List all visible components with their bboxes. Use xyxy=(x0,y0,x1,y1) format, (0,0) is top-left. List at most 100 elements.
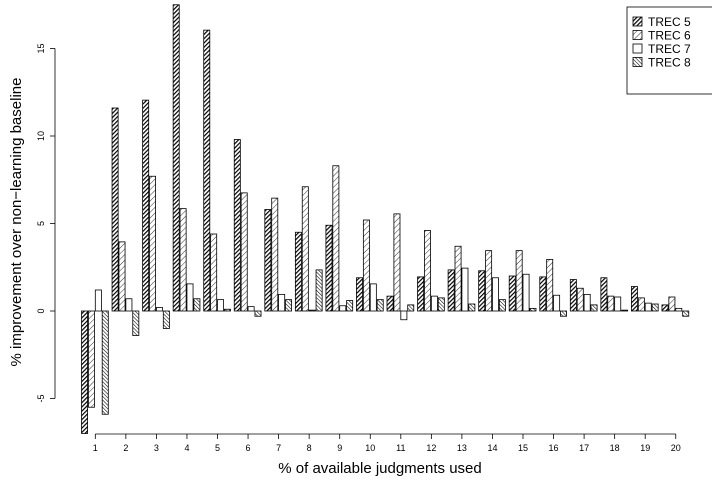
legend-swatch-trec-7 xyxy=(632,43,643,54)
bar-trec-8-11 xyxy=(407,304,415,312)
x-tick-label: 12 xyxy=(426,443,436,453)
x-tick-label: 18 xyxy=(610,443,620,453)
bar-trec-7-7 xyxy=(278,293,286,312)
bar-trec-7-3 xyxy=(155,307,163,312)
bar-trec-7-13 xyxy=(461,267,469,312)
legend-swatch-trec-6 xyxy=(632,30,643,40)
bar-trec-5-12 xyxy=(417,276,425,312)
bar-trec-8-6 xyxy=(254,310,262,317)
y-tick-label: 0 xyxy=(36,308,46,313)
legend-swatch-trec-8 xyxy=(632,57,643,67)
bar-trec-6-13 xyxy=(454,245,462,312)
bar-trec-7-16 xyxy=(553,294,561,312)
bar-trec-6-5 xyxy=(210,233,218,312)
bar-trec-8-18 xyxy=(621,309,629,312)
x-tick-label: 9 xyxy=(337,443,342,453)
legend-label: TREC 7 xyxy=(648,42,691,56)
bar-trec-5-13 xyxy=(447,269,455,312)
bar-trec-5-16 xyxy=(539,276,547,312)
bar-trec-6-4 xyxy=(179,208,187,312)
bar-trec-8-12 xyxy=(437,297,445,312)
legend-label: TREC 5 xyxy=(648,15,691,29)
x-tick-label: 5 xyxy=(215,443,220,453)
bar-trec-6-3 xyxy=(149,175,156,312)
bar-trec-6-20 xyxy=(668,296,676,312)
bar-trec-6-8 xyxy=(301,186,309,312)
bar-trec-6-2 xyxy=(118,241,126,312)
bar-trec-6-9 xyxy=(332,165,340,312)
x-tick-label: 15 xyxy=(518,443,528,453)
bar-trec-8-16 xyxy=(560,310,567,317)
bar-trec-8-17 xyxy=(590,304,598,312)
legend-label: TREC 6 xyxy=(648,29,691,43)
bar-trec-5-10 xyxy=(356,277,363,312)
x-tick-label: 2 xyxy=(123,443,128,453)
bar-trec-5-4 xyxy=(172,4,180,312)
bar-trec-7-20 xyxy=(675,307,683,312)
y-axis-title: % improvement over non−learning baseline xyxy=(8,78,25,367)
x-tick-label: 3 xyxy=(154,443,159,453)
bar-trec-7-12 xyxy=(430,295,438,312)
x-axis-title: % of available judgments used xyxy=(278,460,481,477)
bar-trec-6-17 xyxy=(576,287,584,312)
bar-trec-8-10 xyxy=(376,299,384,312)
bar-trec-6-16 xyxy=(546,258,554,312)
bar-trec-6-11 xyxy=(393,213,401,312)
legend-label: TREC 8 xyxy=(648,56,691,70)
bar-trec-8-1 xyxy=(101,310,109,415)
bar-trec-7-11 xyxy=(400,310,408,321)
bar-trec-5-6 xyxy=(233,139,241,312)
bar-trec-7-19 xyxy=(644,302,652,312)
bar-trec-5-7 xyxy=(264,209,272,312)
x-tick-label: 10 xyxy=(365,443,375,453)
x-tick-label: 13 xyxy=(457,443,467,453)
bar-trec-5-15 xyxy=(508,275,516,312)
bar-trec-8-8 xyxy=(315,269,323,312)
bar-trec-8-5 xyxy=(223,308,231,312)
bar-trec-7-4 xyxy=(186,283,194,312)
bar-trec-5-20 xyxy=(661,304,669,312)
bar-trec-8-13 xyxy=(468,303,476,312)
x-tick-label: 17 xyxy=(579,443,589,453)
x-tick-label: 20 xyxy=(671,443,681,453)
x-tick-label: 16 xyxy=(549,443,559,453)
bar-trec-7-6 xyxy=(247,306,255,312)
x-tick-label: 11 xyxy=(396,443,405,453)
bar-trec-5-17 xyxy=(569,279,577,312)
bar-trec-8-9 xyxy=(346,300,354,312)
bar-trec-8-15 xyxy=(529,307,537,312)
y-tick-label: 5 xyxy=(36,221,46,226)
bar-trec-8-3 xyxy=(162,310,170,329)
bar-trec-6-18 xyxy=(607,295,615,312)
bar-trec-5-5 xyxy=(203,29,211,312)
x-tick-label: 6 xyxy=(246,443,251,453)
bar-trec-5-14 xyxy=(478,270,486,312)
y-tick-label: 10 xyxy=(36,131,46,141)
bar-trec-7-15 xyxy=(522,273,530,312)
bar-trec-7-9 xyxy=(339,305,347,312)
x-tick-label: 19 xyxy=(640,443,650,453)
bar-trec-5-8 xyxy=(294,231,302,312)
bar-trec-6-12 xyxy=(424,230,431,312)
y-tick-label: 15 xyxy=(36,43,46,53)
bar-trec-6-19 xyxy=(637,297,645,312)
x-tick-label: 1 xyxy=(93,443,98,453)
bar-trec-5-1 xyxy=(81,310,88,434)
x-tick-label: 8 xyxy=(307,443,312,453)
bar-trec-5-18 xyxy=(600,277,608,312)
bar-trec-6-7 xyxy=(271,197,279,312)
bar-trec-6-6 xyxy=(240,192,248,312)
bar-trec-7-2 xyxy=(125,298,133,312)
bar-trec-5-11 xyxy=(386,295,394,312)
bar-trec-7-10 xyxy=(369,283,377,312)
x-tick-label: 4 xyxy=(184,443,189,453)
bar-trec-8-7 xyxy=(285,299,292,312)
bar-trec-6-14 xyxy=(485,250,493,312)
bar-trec-8-19 xyxy=(651,303,659,312)
bar-trec-6-1 xyxy=(88,310,95,408)
bar-trec-8-2 xyxy=(132,310,140,336)
bar-trec-5-3 xyxy=(142,99,150,312)
